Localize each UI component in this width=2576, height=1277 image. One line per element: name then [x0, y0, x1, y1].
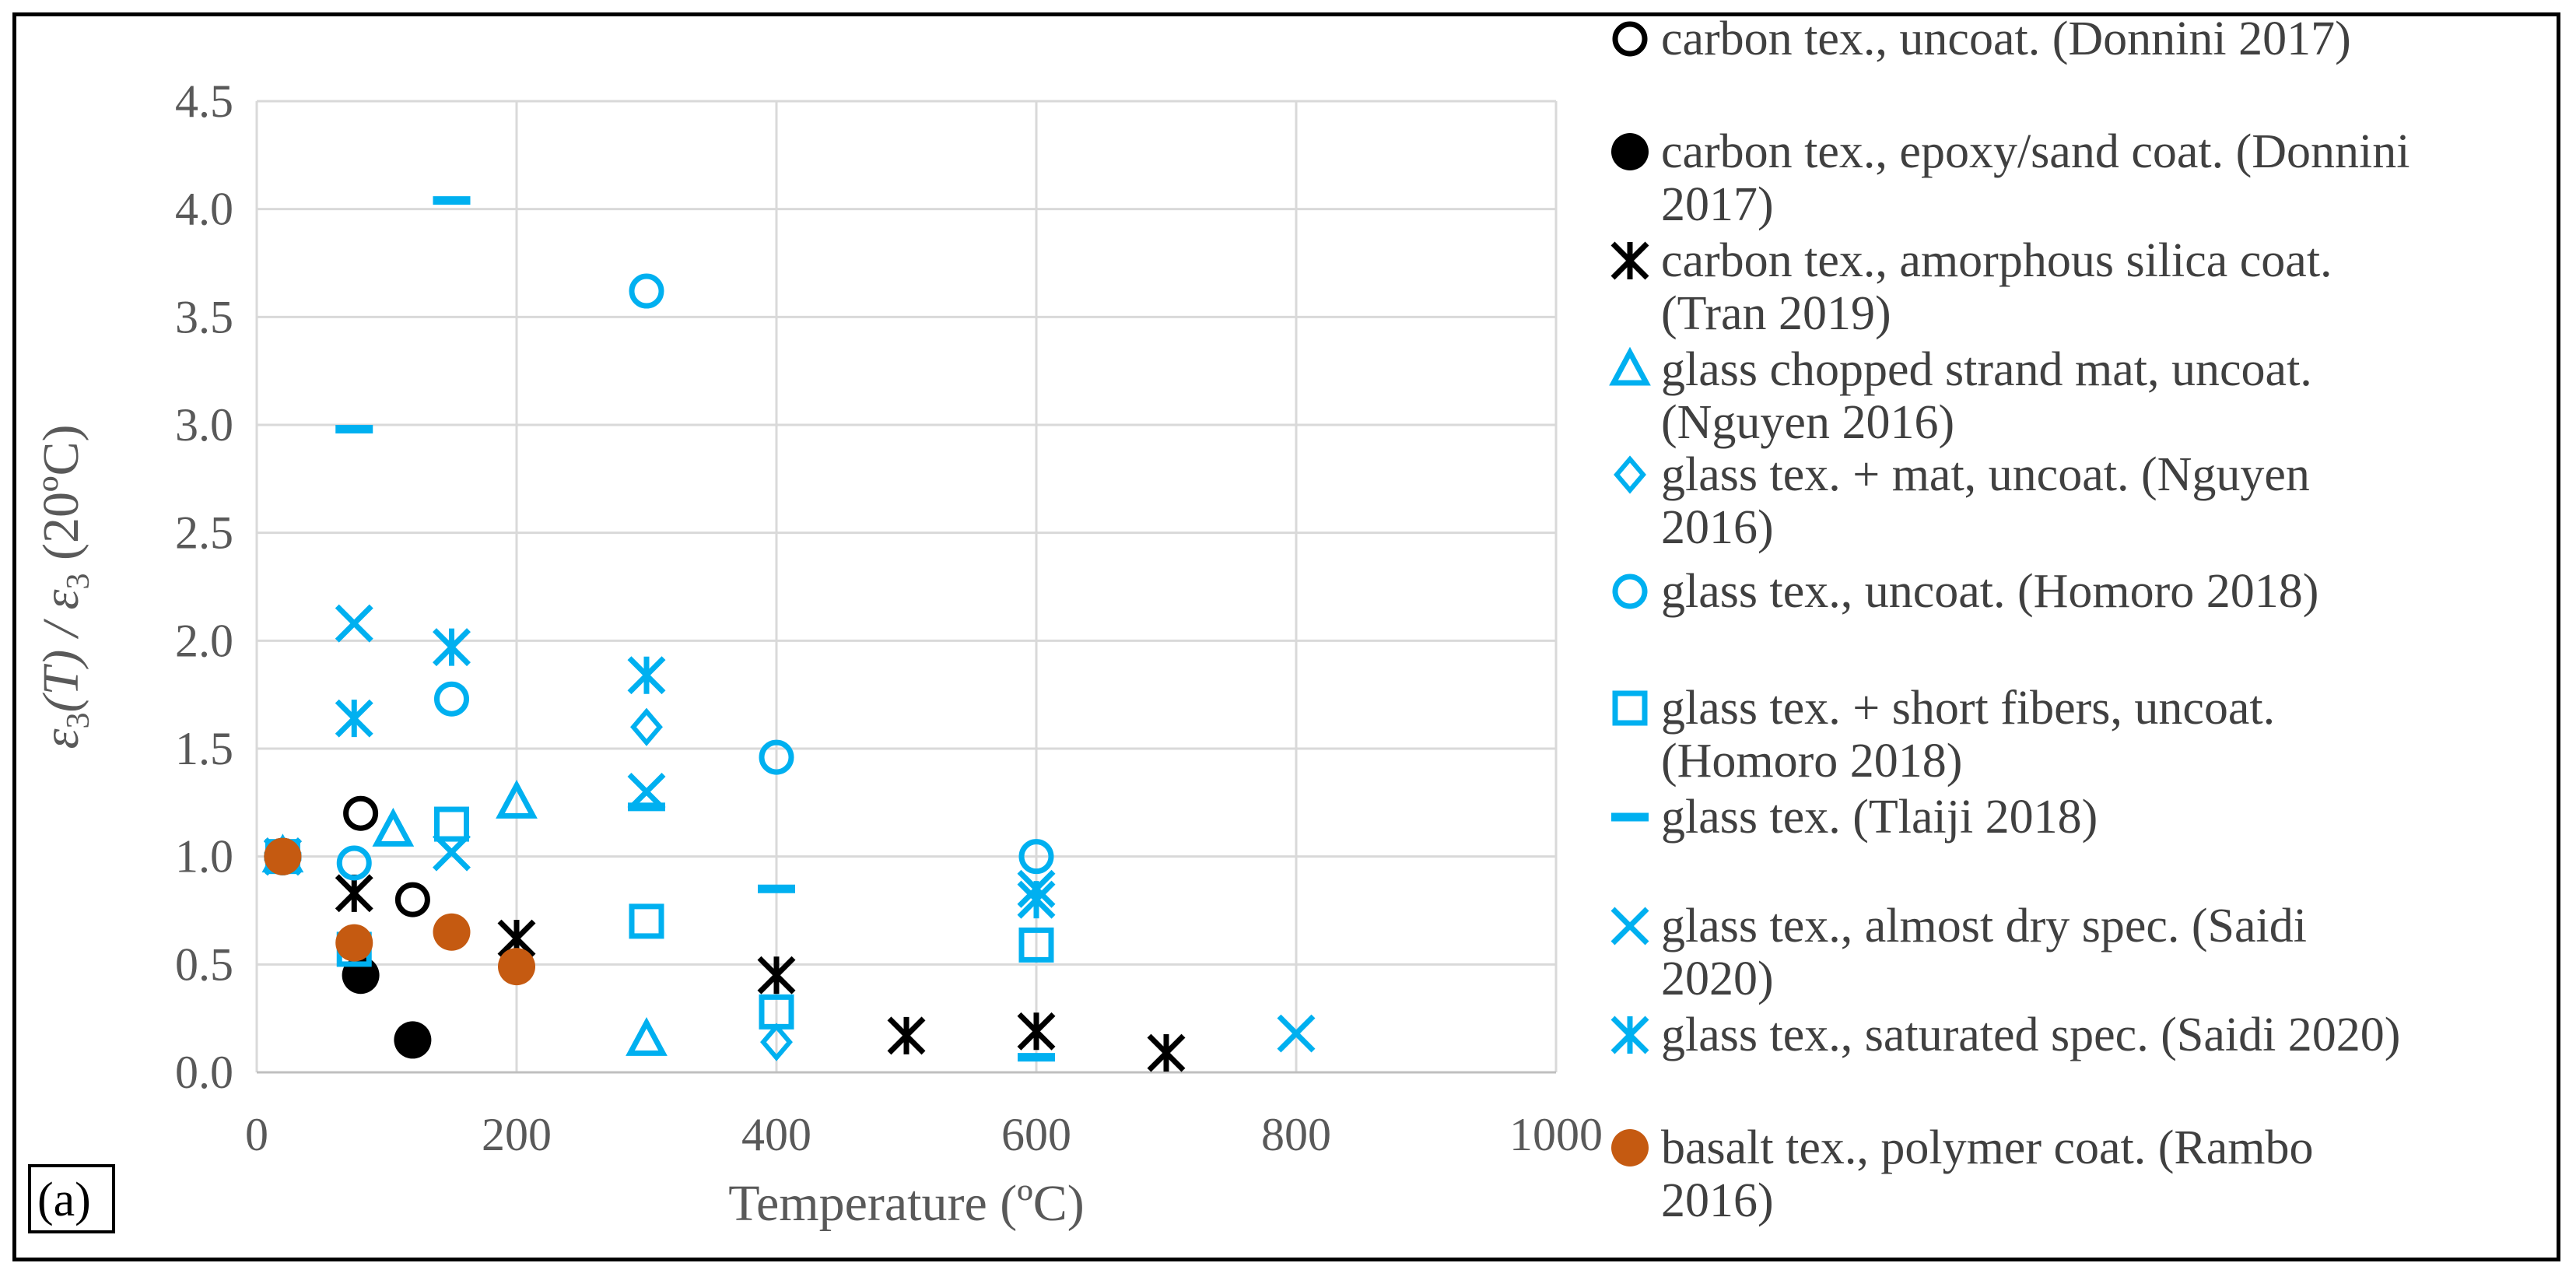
legend-marker [1610, 907, 1649, 945]
data-point [759, 994, 794, 1030]
data-point [335, 924, 373, 962]
data-point [496, 779, 538, 819]
legend-label: carbon tex., epoxy/sand coat. (Donnini [1661, 125, 2410, 178]
x-tick-label: 200 [482, 1109, 552, 1160]
legend-label: (Nguyen 2016) [1661, 396, 1954, 449]
x-axis-title: Temperature (ºC) [728, 1175, 1084, 1232]
legend-marker [1612, 574, 1648, 609]
legend-label: glass tex. + mat, uncoat. (Nguyen [1661, 448, 2310, 501]
data-point [626, 1017, 668, 1056]
data-point [630, 707, 663, 746]
legend-marker [1612, 690, 1648, 726]
data-point [1147, 1033, 1186, 1072]
legend-label: glass tex., saturated spec. (Saidi 2020) [1661, 1009, 2400, 1061]
data-point [629, 903, 664, 939]
data-point [394, 882, 430, 917]
legend-entry: glass tex. (Tlaiji 2018) [1611, 791, 2098, 844]
data-point [394, 1021, 432, 1059]
data-point [1017, 1012, 1056, 1051]
legend-label: basalt tex., polymer coat. (Rambo [1661, 1121, 2313, 1174]
y-tick-label: 3.0 [175, 399, 233, 451]
legend-marker [1609, 346, 1651, 386]
y-tick-label: 0.5 [175, 938, 233, 990]
data-point [887, 1016, 926, 1055]
legend-marker [1610, 241, 1649, 280]
legend-entry: glass tex., uncoat. (Homoro 2018) [1612, 565, 2318, 618]
legend-label: glass tex., almost dry spec. (Saidi [1661, 900, 2307, 952]
data-point [434, 806, 469, 842]
legend-label: 2020) [1661, 952, 1774, 1005]
data-point [264, 837, 302, 875]
panel-label: (a) [37, 1174, 91, 1226]
x-tick-label: 0 [245, 1109, 268, 1160]
legend-marker [1614, 455, 1646, 494]
data-point [1017, 880, 1056, 919]
data-point [336, 845, 372, 881]
legend-entry: glass tex., saturated spec. (Saidi 2020) [1610, 1009, 2400, 1061]
legend-label: (Tran 2019) [1661, 287, 1891, 340]
legend: carbon tex., uncoat. (Donnini 2017) carbo… [1609, 12, 2410, 1227]
panel-label-box: (a) [28, 1164, 115, 1233]
x-tick-label: 1000 [1509, 1109, 1603, 1160]
figure-frame [12, 12, 2560, 1261]
data-point [433, 628, 471, 667]
legend-entry: carbon tex., uncoat. (Donnini 2017) [1612, 12, 2351, 65]
legend-marker [1611, 133, 1649, 170]
legend-label: (Homoro 2018) [1661, 735, 1962, 788]
y-tick-labels: 0.0 0.5 1.0 1.5 2.0 2.5 3.0 3.5 4.0 4.5 [175, 75, 233, 1098]
y-tick-label: 1.0 [175, 831, 233, 882]
legend-entry: carbon tex., amorphous silica coat.(Tran… [1610, 234, 2332, 340]
data-point [627, 656, 666, 695]
data-point [759, 739, 794, 775]
y-tick-label: 2.0 [175, 615, 233, 666]
y-tick-label: 2.5 [175, 507, 233, 559]
y-tick-label: 4.5 [175, 75, 233, 127]
data-point [760, 1023, 793, 1061]
legend-label: glass chopped strand mat, uncoat. [1661, 343, 2312, 396]
legend-marker [1611, 1129, 1649, 1166]
data-point [757, 956, 796, 995]
legend-label: 2016) [1661, 501, 1774, 554]
y-tick-label: 4.0 [175, 184, 233, 235]
legend-label: 2016) [1661, 1174, 1774, 1227]
data-point [498, 948, 535, 986]
data-point [627, 772, 666, 811]
data-point [1018, 927, 1054, 963]
data-point [629, 273, 664, 309]
legend-label: 2017) [1661, 178, 1774, 231]
data-point [433, 833, 471, 872]
data-point [335, 604, 373, 643]
legend-label: carbon tex., amorphous silica coat. [1661, 234, 2332, 287]
data-point [335, 874, 373, 913]
y-tick-label: 0.0 [175, 1047, 233, 1098]
legend-entry: glass chopped strand mat, uncoat.(Nguyen… [1609, 343, 2312, 449]
x-tick-labels: 0 200 400 600 800 1000 [245, 1109, 1603, 1160]
data-point [1018, 839, 1054, 875]
legend-label: carbon tex., uncoat. (Donnini 2017) [1661, 12, 2351, 65]
x-tick-label: 600 [1001, 1109, 1071, 1160]
data-point [434, 681, 469, 717]
y-tick-label: 1.5 [175, 723, 233, 774]
y-tick-label: 3.5 [175, 291, 233, 342]
data-point [372, 808, 415, 847]
legend-label: glass tex., uncoat. (Homoro 2018) [1661, 565, 2318, 618]
legend-label: glass tex. (Tlaiji 2018) [1661, 791, 2098, 844]
data-point [343, 795, 379, 831]
data-point [433, 913, 471, 951]
data-point [1277, 1014, 1316, 1053]
data-point [335, 699, 373, 738]
legend-label: glass tex. + short fibers, uncoat. [1661, 682, 2275, 735]
x-tick-label: 400 [741, 1109, 811, 1160]
x-tick-label: 800 [1261, 1109, 1331, 1160]
legend-entry: glass tex. + short fibers, uncoat.(Homor… [1612, 682, 2275, 788]
legend-marker [1612, 21, 1648, 57]
legend-marker [1610, 1016, 1649, 1054]
data-points [261, 196, 1316, 1072]
y-axis-title: ε3(T) / ε3 (20ºC) [33, 425, 96, 749]
legend-entry: carbon tex., epoxy/sand coat. (Donnini20… [1611, 125, 2410, 231]
